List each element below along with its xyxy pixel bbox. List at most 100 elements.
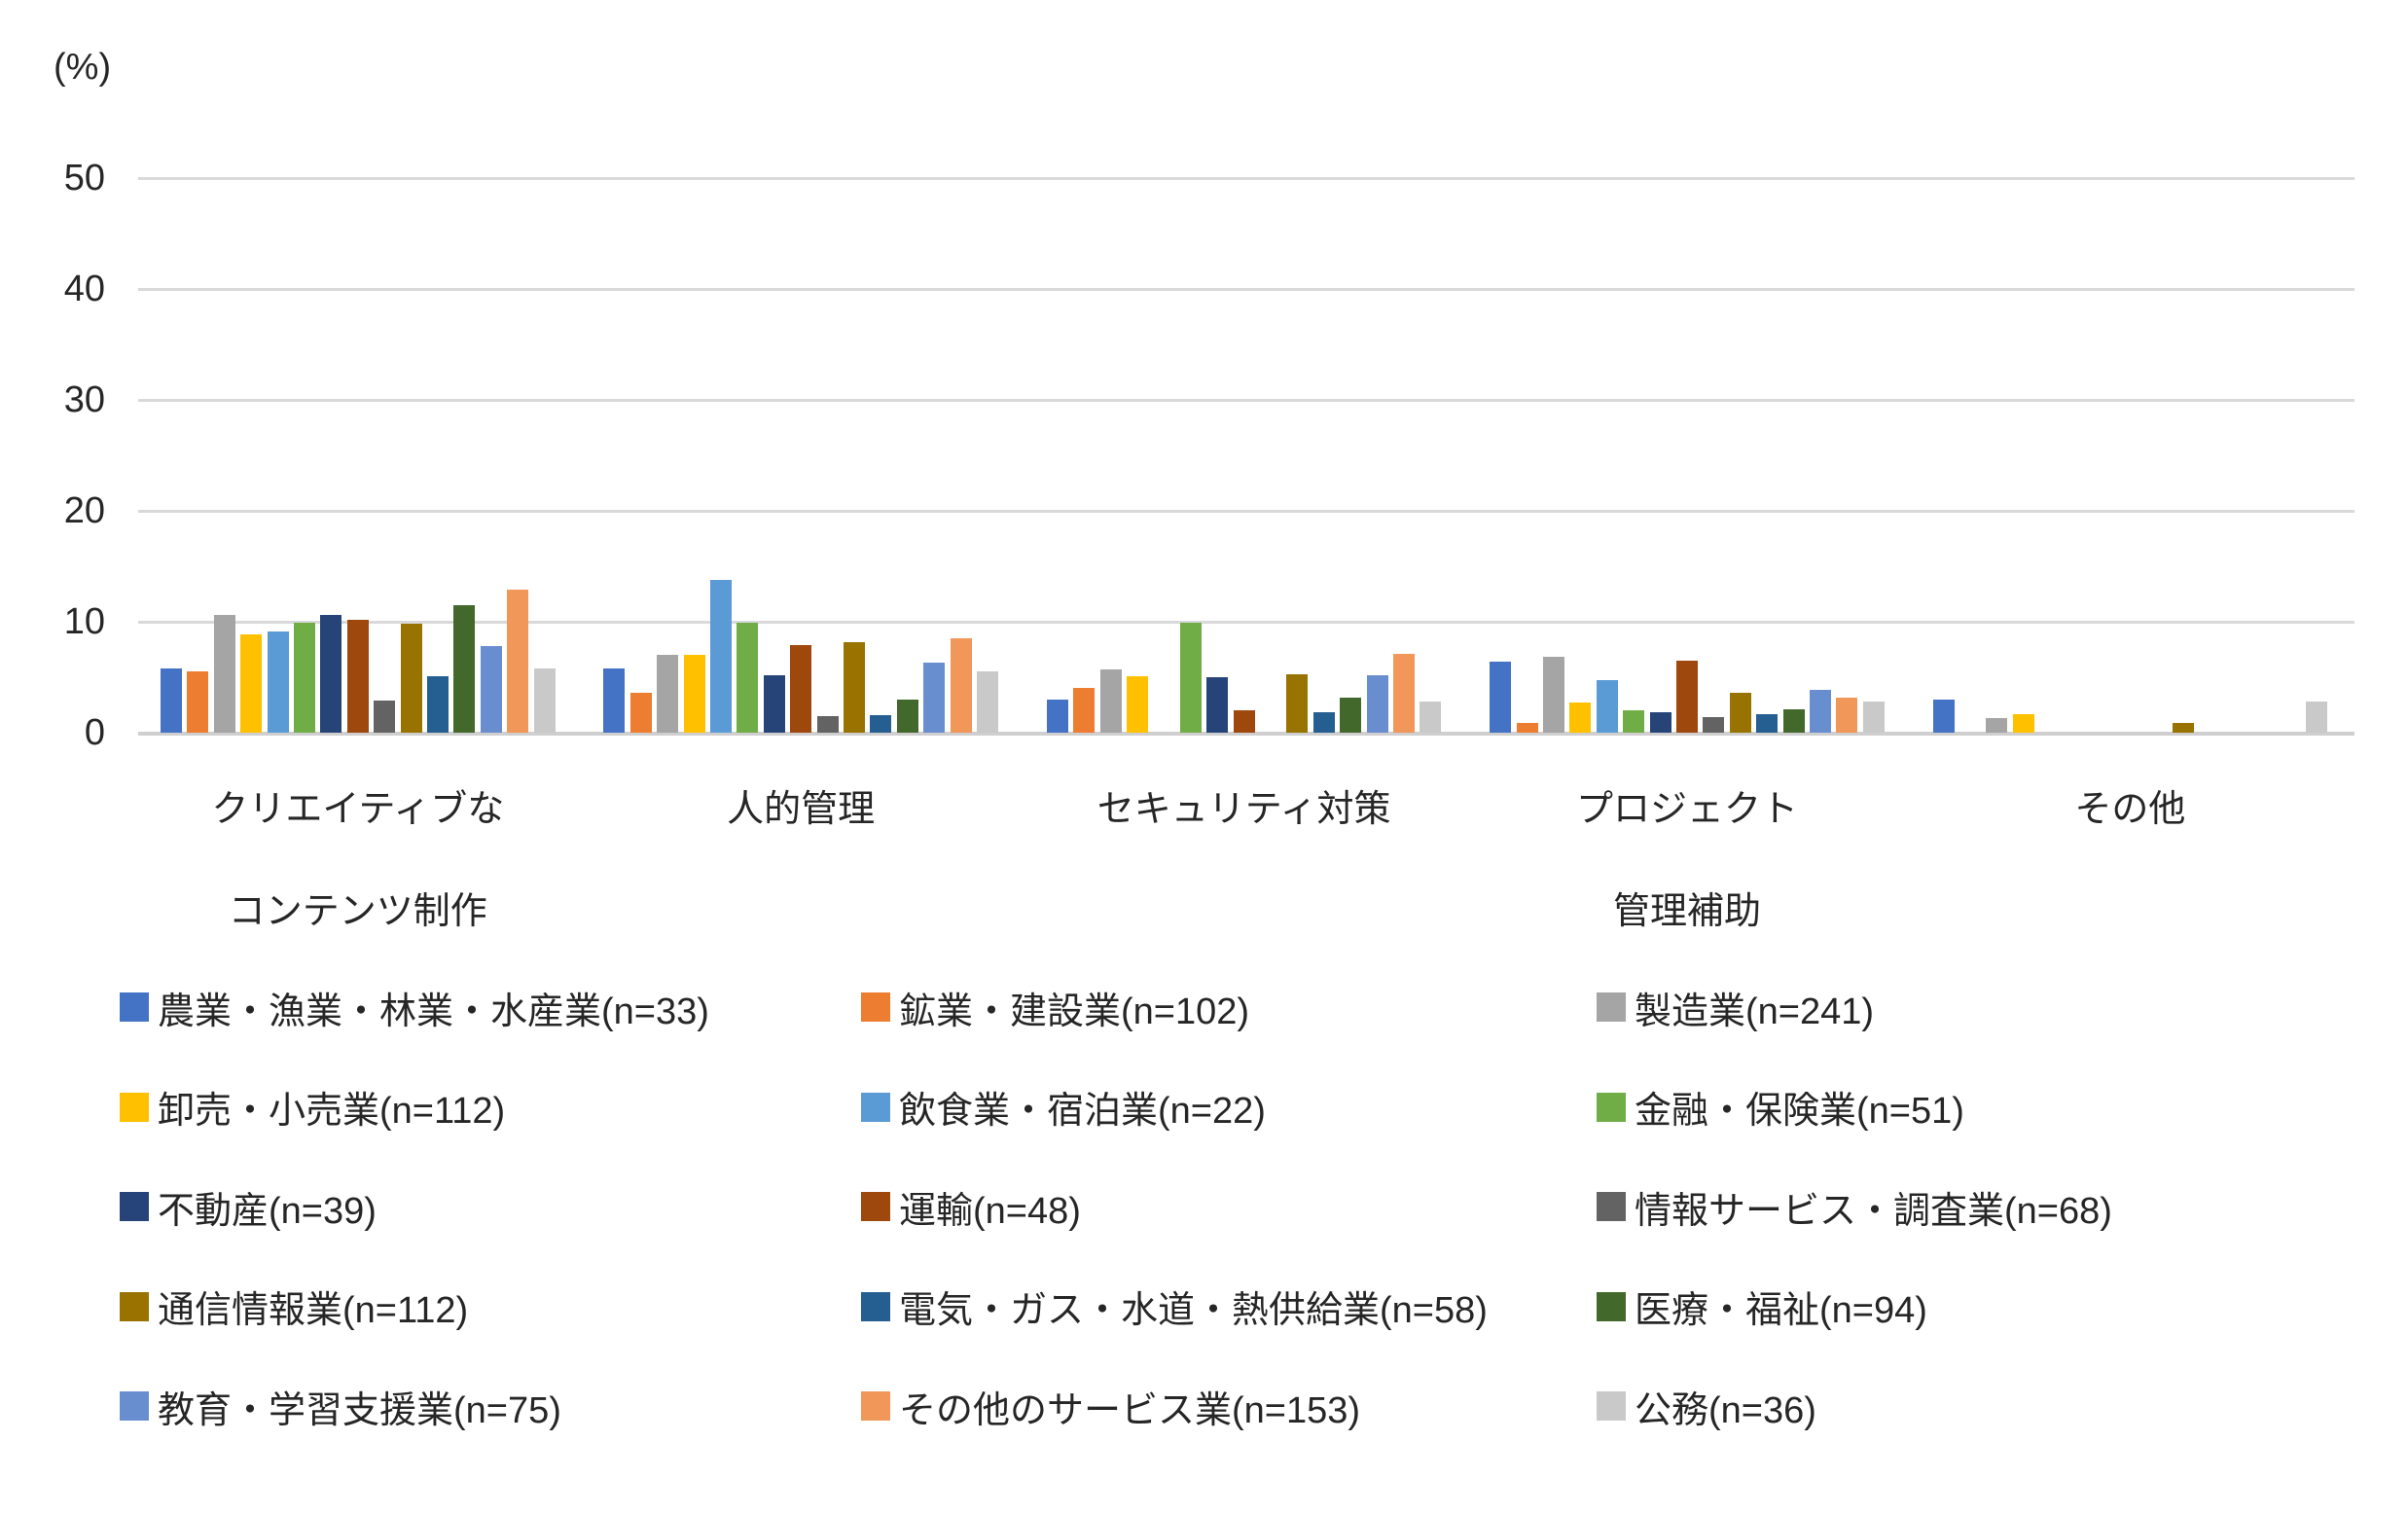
category-label: 人的管理 xyxy=(727,789,876,830)
bar xyxy=(294,623,315,733)
bar xyxy=(1862,702,1885,733)
legend-label: 電気・ガス・水道・熱供給業(n=58) xyxy=(899,1290,1488,1331)
legend-label: 教育・学習支援業(n=75) xyxy=(158,1389,561,1431)
legend-item: 公務(n=36) xyxy=(1597,1381,1816,1431)
bar xyxy=(320,615,342,733)
gridline xyxy=(138,621,2354,624)
bar xyxy=(1516,722,1538,733)
bar xyxy=(240,633,263,733)
gridline xyxy=(138,399,2354,402)
legend-item: 情報サービス・調査業(n=68) xyxy=(1597,1181,2112,1232)
bar xyxy=(1073,688,1096,733)
bar xyxy=(533,667,556,733)
bar xyxy=(480,646,502,733)
legend-item: 運輸(n=48) xyxy=(861,1181,1081,1232)
bar xyxy=(1729,692,1751,733)
legend-swatch-icon xyxy=(861,1192,890,1221)
bar xyxy=(453,604,476,733)
bar xyxy=(816,715,839,733)
bar xyxy=(1569,703,1592,733)
bar xyxy=(1420,702,1442,733)
bar xyxy=(1623,710,1645,733)
bar xyxy=(1986,718,2008,733)
legend-swatch-icon xyxy=(120,1192,149,1221)
y-axis-unit-label: (%) xyxy=(54,47,112,88)
bar xyxy=(1286,673,1309,733)
legend-swatch-icon xyxy=(120,992,149,1022)
bar xyxy=(1676,660,1698,733)
legend-swatch-icon xyxy=(120,1391,149,1421)
bar xyxy=(1340,697,1362,733)
bar xyxy=(1756,713,1779,733)
legend-swatch-icon xyxy=(120,1092,149,1122)
legend-swatch-icon xyxy=(861,1092,890,1122)
legend-label: 農業・漁業・林業・水産業(n=33) xyxy=(158,991,709,1032)
legend-item: 卸売・小売業(n=112) xyxy=(120,1082,505,1133)
category-label: プロジェクト 管理補助 xyxy=(1575,789,1798,932)
bar xyxy=(950,638,972,733)
legend-swatch-icon xyxy=(861,1291,890,1321)
category-label: クリエイティブな コンテンツ制作 xyxy=(211,789,505,932)
legend-swatch-icon xyxy=(1597,1391,1626,1421)
legend-label: 情報サービス・調査業(n=68) xyxy=(1635,1190,2112,1232)
category-label: その他 xyxy=(2074,789,2186,830)
bar xyxy=(977,671,998,733)
y-tick-label: 50 xyxy=(63,158,105,198)
bar xyxy=(1543,657,1564,733)
bar xyxy=(790,644,812,733)
gridline xyxy=(138,510,2354,513)
bar xyxy=(267,631,289,733)
bar xyxy=(1312,712,1335,733)
legend-label: その他のサービス業(n=153) xyxy=(899,1389,1361,1431)
bar xyxy=(1233,710,1255,733)
legend-swatch-icon xyxy=(1597,992,1626,1022)
legend-swatch-icon xyxy=(1597,1192,1626,1221)
legend-item: 農業・漁業・林業・水産業(n=33) xyxy=(120,982,709,1032)
bar xyxy=(844,641,865,733)
legend-swatch-icon xyxy=(1597,1291,1626,1321)
bar xyxy=(1836,697,1858,733)
bar xyxy=(1782,709,1805,733)
bar xyxy=(1703,717,1725,733)
bar xyxy=(507,589,529,733)
y-tick-label: 30 xyxy=(63,379,105,420)
bar xyxy=(1099,669,1122,733)
bar xyxy=(657,655,679,733)
x-axis-line xyxy=(138,732,2354,736)
bar xyxy=(213,615,235,733)
legend-swatch-icon xyxy=(1597,1092,1626,1122)
bar xyxy=(603,667,626,733)
legend-label: 飲食業・宿泊業(n=22) xyxy=(899,1091,1266,1132)
bar xyxy=(737,623,759,733)
bar xyxy=(1366,674,1388,733)
y-tick-label: 0 xyxy=(84,712,105,753)
bar xyxy=(870,714,892,733)
legend-item: 教育・学習支援業(n=75) xyxy=(120,1381,561,1431)
bar xyxy=(1393,654,1415,733)
legend-swatch-icon xyxy=(861,992,890,1022)
legend-item: 金融・保険業(n=51) xyxy=(1597,1082,1964,1133)
legend-swatch-icon xyxy=(120,1291,149,1321)
bar xyxy=(1932,699,1955,733)
legend-label: 製造業(n=241) xyxy=(1635,991,1875,1032)
bar xyxy=(629,692,652,733)
bar xyxy=(1046,699,1068,733)
legend-label: 医療・福祉(n=94) xyxy=(1635,1290,1927,1331)
legend-item: その他のサービス業(n=153) xyxy=(861,1381,1360,1431)
bar xyxy=(710,579,732,733)
legend-label: 不動産(n=39) xyxy=(158,1190,377,1232)
legend-item: 飲食業・宿泊業(n=22) xyxy=(861,1082,1266,1133)
bar xyxy=(1490,662,1512,733)
legend-item: 鉱業・建設業(n=102) xyxy=(861,982,1249,1032)
bar xyxy=(2306,702,2328,733)
y-tick-label: 40 xyxy=(63,269,105,309)
bar xyxy=(400,624,422,733)
bar xyxy=(1179,623,1202,733)
bar xyxy=(896,699,918,733)
y-tick-label: 10 xyxy=(63,601,105,642)
legend-item: 製造業(n=241) xyxy=(1597,982,1874,1032)
bar xyxy=(2173,722,2195,733)
gridline xyxy=(138,288,2354,291)
y-tick-label: 20 xyxy=(63,490,105,531)
